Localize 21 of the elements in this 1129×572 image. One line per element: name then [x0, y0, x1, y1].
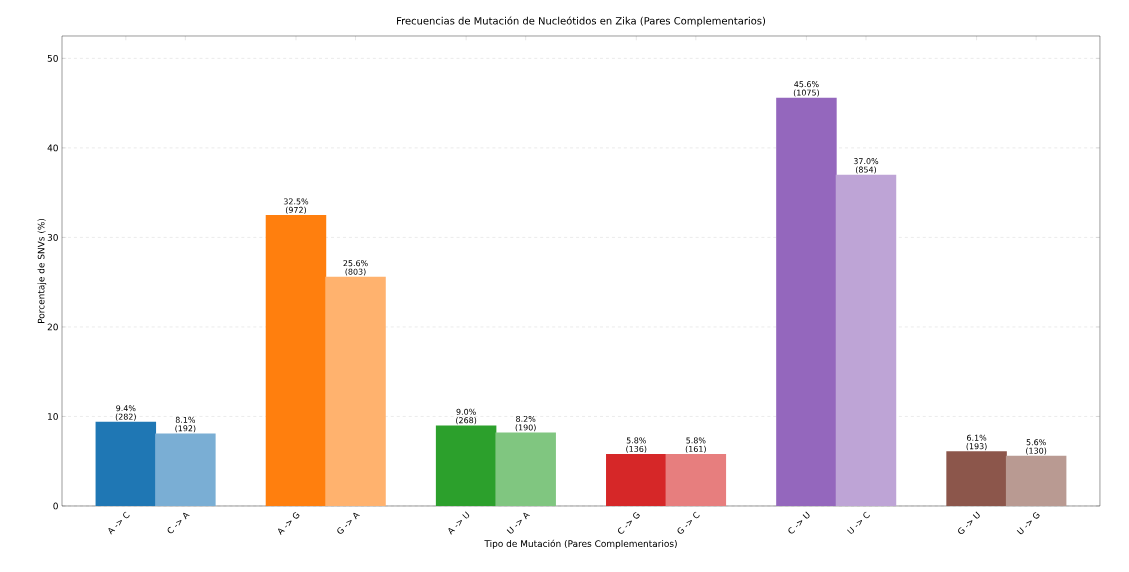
x-tick-label: C -> U	[788, 511, 810, 534]
x-tick-label: C -> G	[618, 511, 640, 534]
chart-title: Frecuencias de Mutación de Nucleótidos en Zika (Pares Complementarios)	[397, 16, 766, 27]
x-tick-label: U -> G	[1016, 511, 1040, 535]
x-tick-label: A -> U	[448, 511, 470, 535]
x-tick-label: A -> C	[108, 511, 130, 535]
x-tick-label: G -> A	[337, 512, 360, 534]
y-tick-label: 40	[47, 144, 58, 152]
x-tick-label: C -> A	[167, 512, 190, 534]
y-tick-label: 10	[48, 413, 58, 420]
x-axis-title: Tipo de Mutación (Pares Complementarios)	[484, 539, 677, 549]
x-tick-label: G -> U	[958, 511, 980, 535]
y-tick-label: 30	[47, 234, 58, 241]
y-tick-label: 0	[53, 502, 58, 510]
y-tick-label: 20	[47, 323, 58, 331]
x-tick-label: U -> C	[847, 511, 870, 534]
y-axis-title: Porcentaje de SNVs (%)	[37, 218, 47, 323]
y-tick-label: 50	[47, 54, 58, 62]
x-tick-label: A -> G	[278, 511, 300, 536]
x-tick-label: U -> A	[506, 512, 530, 534]
x-tick-label: G -> C	[677, 511, 700, 534]
